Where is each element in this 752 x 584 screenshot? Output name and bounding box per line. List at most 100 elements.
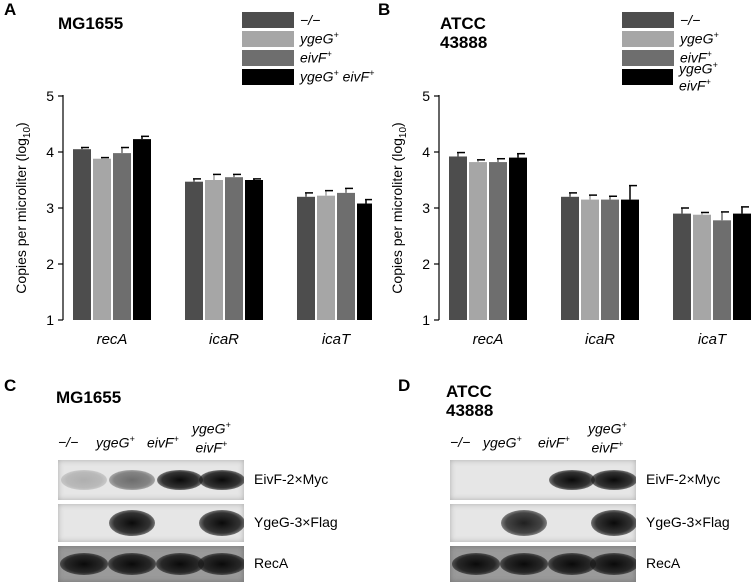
legend-swatch <box>242 49 294 66</box>
panel-letter-b: B <box>378 0 391 19</box>
legend-b-entry-4: ygeG+ eivF+ <box>622 60 752 93</box>
legend-swatch <box>622 11 674 28</box>
blot-row-label: YgeG-3×Flag <box>646 514 730 530</box>
legend-swatch <box>242 30 294 47</box>
lane-label: ygeG+ eivF+ <box>192 420 231 456</box>
blot-row-label: EivF-2×Myc <box>646 471 721 487</box>
blot-row-label: RecA <box>646 555 681 571</box>
lane-label: ygeG+ eivF+ <box>588 420 627 456</box>
strain-label-d-line1: ATCC <box>446 382 492 401</box>
bar <box>693 214 711 320</box>
legend-label: eivF+ <box>300 49 332 66</box>
blot-band <box>156 553 204 575</box>
blot-band <box>199 470 244 490</box>
bar <box>489 162 507 320</box>
panel-letter-a: A <box>4 0 17 19</box>
blot-band <box>549 470 595 490</box>
bar <box>113 153 131 320</box>
strain-label-b-line1: ATCC <box>440 14 486 33</box>
strain-label-c: MG1655 <box>56 388 121 407</box>
blot-row-label: RecA <box>254 555 289 571</box>
bar <box>673 213 691 320</box>
blot-strip <box>58 546 244 582</box>
western-blot-d: −/− ygeG+ eivF+ ygeG+ eivF+ EivF-2×Myc Yg… <box>450 412 750 584</box>
legend-label: ygeG+ <box>680 30 719 47</box>
x-category-label: recA <box>473 331 504 348</box>
blot-band <box>591 470 636 490</box>
legend-swatch <box>622 68 674 85</box>
lane-label: eivF+ <box>538 434 570 451</box>
strain-label-c-line1: MG1655 <box>56 388 122 407</box>
bar <box>205 180 223 320</box>
legend-a-entry-1: −/− <box>242 10 374 29</box>
legend-swatch <box>242 68 294 85</box>
y-tick-label: 3 <box>46 200 54 216</box>
y-tick-label: 2 <box>422 256 430 272</box>
legend-swatch <box>622 30 674 47</box>
lane-label: −/− <box>58 434 79 450</box>
blot-band <box>500 553 548 575</box>
y-tick-label: 3 <box>422 200 430 216</box>
x-category-label: recA <box>97 331 128 348</box>
blot-band <box>157 470 203 490</box>
legend-b: −/− ygeG+ eivF+ ygeG+ eivF+ <box>622 10 752 93</box>
blot-band <box>452 553 500 575</box>
bar <box>317 195 335 320</box>
blot-strip <box>58 460 244 500</box>
bar <box>733 213 751 320</box>
bar <box>601 199 619 320</box>
legend-label: ygeG+ eivF+ <box>300 68 375 85</box>
strain-label-b-line2: 43888 <box>440 33 488 52</box>
blot-strip <box>58 504 244 542</box>
y-axis-title: Copies per microliter (log10) <box>13 122 33 293</box>
y-tick-label: 2 <box>46 256 54 272</box>
y-tick-label: 4 <box>422 144 430 160</box>
western-blot-c: −/− ygeG+ eivF+ ygeG+ eivF+ EivF-2×Myc Yg… <box>58 412 358 584</box>
blot-band <box>199 510 244 536</box>
y-tick-label: 1 <box>422 312 430 328</box>
bar-chart-b: 1 2 3 4 5 Copies per microliter (log10) recA ic… <box>389 88 751 348</box>
bar <box>509 157 527 320</box>
blot-band <box>108 553 156 575</box>
bar-chart-a: 1 2 3 4 5 Copies per microliter (log10) recA ic… <box>13 88 372 348</box>
legend-swatch <box>242 11 294 28</box>
blot-band <box>548 553 596 575</box>
legend-b-entry-2: ygeG+ <box>622 29 752 48</box>
legend-swatch <box>622 49 674 66</box>
blot-band <box>501 510 547 536</box>
blot-band <box>591 510 636 536</box>
lane-label: −/− <box>450 434 471 450</box>
blot-band <box>590 553 636 575</box>
x-category-label: icaR <box>209 331 239 348</box>
strain-label-b: ATCC 43888 <box>440 14 487 52</box>
panel-letter-d: D <box>398 376 411 395</box>
legend-label: eivF+ <box>680 49 712 66</box>
x-category-label: icaT <box>698 331 728 348</box>
bar <box>357 203 372 320</box>
legend-a-entry-2: ygeG+ <box>242 29 374 48</box>
legend-a: −/− ygeG+ eivF+ ygeG+ eivF+ <box>242 10 374 86</box>
x-category-label: icaT <box>322 331 352 348</box>
y-axis-title: Copies per microliter (log10) <box>389 122 409 293</box>
bar <box>225 177 243 320</box>
bar <box>621 199 639 320</box>
bar <box>713 220 731 320</box>
y-tick-label: 5 <box>46 88 54 104</box>
legend-label: ygeG+ <box>300 30 339 47</box>
y-tick-label: 1 <box>46 312 54 328</box>
legend-a-entry-4: ygeG+ eivF+ <box>242 67 374 86</box>
blot-band <box>61 470 107 490</box>
bar <box>93 158 111 320</box>
blot-band <box>109 470 155 490</box>
lane-label: ygeG+ <box>96 434 135 451</box>
blot-row-label: YgeG-3×Flag <box>254 514 338 530</box>
bar <box>297 196 315 320</box>
bar <box>449 156 467 320</box>
strain-label-d-line2: 43888 <box>446 401 494 420</box>
x-category-label: icaR <box>585 331 615 348</box>
bar <box>185 181 203 320</box>
bar <box>561 196 579 320</box>
blot-strip <box>450 546 636 582</box>
bar <box>245 180 263 320</box>
strain-label-d: ATCC 43888 <box>446 382 493 420</box>
